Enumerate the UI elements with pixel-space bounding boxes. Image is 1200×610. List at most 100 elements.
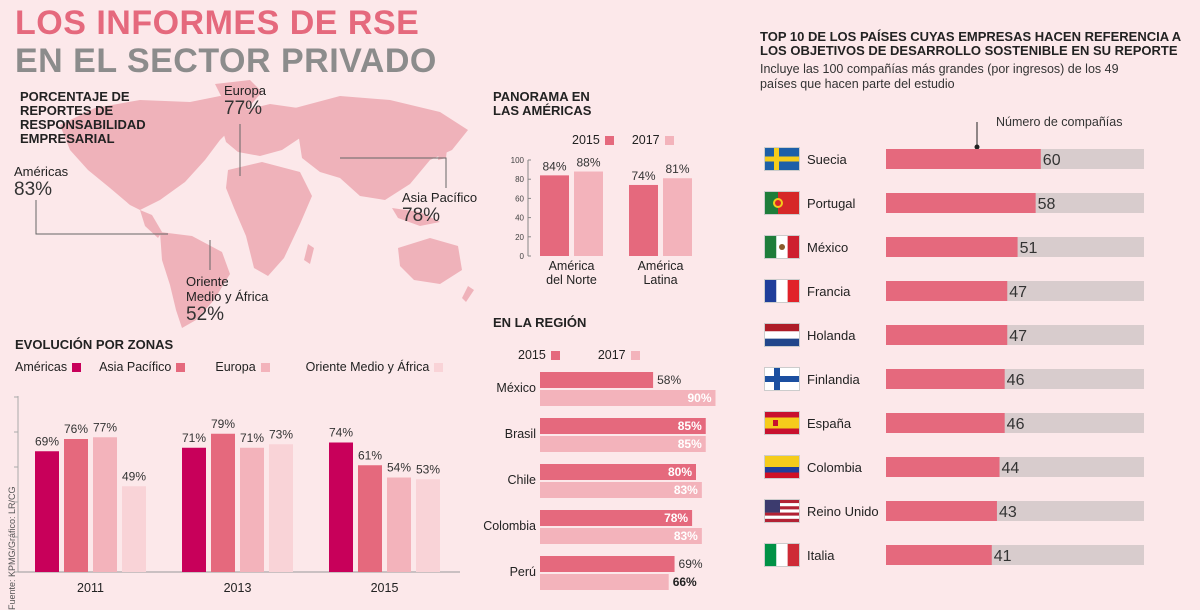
legend-swatch <box>260 362 270 372</box>
legend-swatch <box>72 362 82 372</box>
region-value-label: 78% <box>664 511 688 525</box>
region-bar-2015-peru <box>540 556 675 572</box>
legend-label: Américas <box>15 360 68 374</box>
region-bar-2015-chile <box>540 464 696 480</box>
page-subtitle: EN EL SECTOR PRIVADO <box>15 42 437 80</box>
evolucion-bar-asia-pacifico-2015 <box>358 465 382 572</box>
evolucion-bar-europa-2013 <box>240 447 264 572</box>
top10-label-francia: Francia <box>807 284 851 299</box>
region-bar-2015-brasil <box>540 418 706 434</box>
region-bar-2017-chile <box>540 482 702 498</box>
legend-label: 2015 <box>572 133 600 147</box>
panorama-y-tick-label: 60 <box>515 194 524 203</box>
legend-swatch <box>664 135 674 145</box>
map-continents <box>60 80 474 328</box>
map-leader-lines <box>35 124 447 270</box>
panorama-legend: 2015 2017 <box>572 131 732 147</box>
legend-label: Europa <box>215 360 256 374</box>
flag-mexico-icon <box>764 235 800 259</box>
evolucion-value-label: 77% <box>93 420 117 434</box>
region-bar-2015-colombia <box>540 510 693 526</box>
legend-swatch <box>550 350 560 360</box>
evolucion-bar-europa-2015 <box>387 477 411 572</box>
evolucion-bar-oriente-medio-y-africa-2013 <box>269 444 293 572</box>
legend-label: 2015 <box>518 348 546 362</box>
evolucion-bar-americas-2011 <box>35 451 59 572</box>
top10-label-portugal: Portugal <box>807 196 856 211</box>
region-value-label: 85% <box>678 419 702 433</box>
evolucion-value-label: 71% <box>240 431 264 445</box>
legend-item-2017: 2017 <box>632 133 674 147</box>
evolucion-bar-asia-pacifico-2013 <box>211 433 235 572</box>
region-label-colombia: Colombia <box>483 519 536 533</box>
evolucion-x-label-2011: 2011 <box>77 581 104 595</box>
panorama-x-label-line2: Latina <box>643 273 677 287</box>
region-value-label: 58% <box>657 373 681 387</box>
evolucion-title: EVOLUCIÓN POR ZONAS <box>15 337 174 352</box>
region-bar-2017-peru <box>540 574 669 590</box>
legend-swatch <box>630 350 640 360</box>
top10-label-suecia: Suecia <box>807 152 848 167</box>
region-legend: 2015 2017 <box>518 346 698 362</box>
top10-value-label: 46 <box>1007 372 1025 389</box>
panorama-y-tick-label: 40 <box>515 214 524 223</box>
evolucion-bar-americas-2013 <box>182 447 206 572</box>
evolucion-value-label: 69% <box>35 434 59 448</box>
annotation-dot <box>974 144 980 150</box>
flag-finland-icon <box>764 367 800 391</box>
panorama-y-tick-label: 80 <box>515 175 524 184</box>
top10-value-label: 51 <box>1020 240 1038 257</box>
region-value-label: 83% <box>674 529 698 543</box>
evolucion-x-label-2013: 2013 <box>224 581 252 595</box>
flag-netherlands-icon <box>764 323 800 347</box>
evolucion-value-label: 61% <box>358 448 382 462</box>
world-map <box>35 80 474 328</box>
region-value-label: 83% <box>674 483 698 497</box>
region-label-chile: Chile <box>508 473 537 487</box>
legend-item-asia-pacifico: Asia Pacífico <box>99 360 186 374</box>
source-note: Fuente: KPMG/Gráfico: LR/CG <box>7 486 17 610</box>
region-label-peru: Perú <box>510 565 536 579</box>
top10-bar-mexico <box>886 237 1018 257</box>
top10-value-label: 47 <box>1009 328 1027 345</box>
region-bar-2017-mexico <box>540 390 716 406</box>
region-value-label: 80% <box>668 465 692 479</box>
evolucion-bar-oriente-medio-y-africa-2011 <box>122 486 146 572</box>
top10-annotation: Número de compañías <box>996 115 1123 129</box>
evolucion-legend: Américas Asia Pacífico Europa Oriente Medio… <box>15 358 465 374</box>
map-heading: PORCENTAJE DE REPORTES DE RESPONSABILIDA… <box>20 89 146 146</box>
panorama-y-tick-label: 20 <box>515 233 524 242</box>
flag-spain-icon <box>764 411 800 435</box>
legend-label: 2017 <box>631 133 660 147</box>
legend-swatch <box>434 362 444 372</box>
legend-item-oriente-medio-y-africa: Oriente Medio y África <box>306 360 444 374</box>
evolucion-bar-europa-2011 <box>93 437 117 572</box>
top10-label-mexico: México <box>807 240 848 255</box>
flag-france-icon <box>764 279 800 303</box>
top10-bar-portugal <box>886 193 1036 213</box>
region-bar-2015-mexico <box>540 372 654 388</box>
map-label-americas: Américas 83% <box>14 164 69 200</box>
top10-title: TOP 10 DE LOS PAÍSES CUYAS EMPRESAS HACE… <box>760 29 1182 58</box>
top10-bar-reino-unido <box>886 501 997 521</box>
region-bar-2017-brasil <box>540 436 706 452</box>
top10-label-italia: Italia <box>807 548 835 563</box>
panorama-bar-2017-1 <box>663 178 692 256</box>
panorama-value-label: 88% <box>576 156 600 170</box>
evolucion-bar-oriente-medio-y-africa-2015 <box>416 479 440 572</box>
panorama-y-tick-label: 0 <box>520 252 525 261</box>
top10-bar-holanda <box>886 325 1008 345</box>
panorama-bar-2017-0 <box>574 171 603 256</box>
evolucion-bar-asia-pacifico-2011 <box>64 439 88 572</box>
evolucion-value-label: 76% <box>64 422 88 436</box>
evolucion-chart: 69% 76% 77% 49% 2011 71% 79% 71% 73% 2013 74% 61% 54… <box>14 396 460 595</box>
top10-label-colombia: Colombia <box>807 460 863 475</box>
legend-item-2015: 2015 <box>518 348 560 362</box>
evolucion-value-label: 49% <box>122 469 146 483</box>
region-title: EN LA REGIÓN <box>493 315 587 330</box>
panorama-value-label: 74% <box>631 169 655 183</box>
evolucion-value-label: 74% <box>329 426 353 440</box>
region-label-brasil: Brasil <box>505 427 536 441</box>
top10-chart: Suecia 60 Portugal 58 México 51 Francia 47 Holan… <box>764 122 1144 567</box>
region-value-label: 66% <box>673 575 697 589</box>
